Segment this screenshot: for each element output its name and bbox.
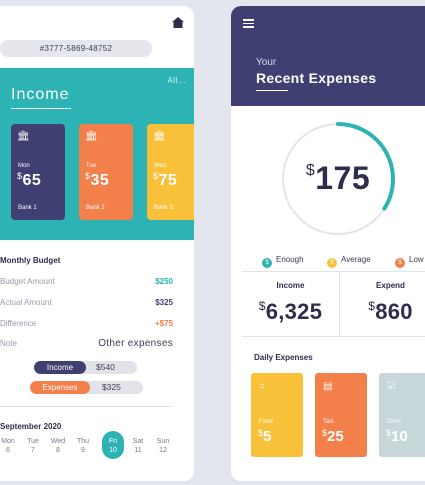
card-day: Wed xyxy=(154,163,167,169)
tag-label: Expenses xyxy=(30,381,90,394)
daily-amount: $5 xyxy=(258,428,272,445)
income-card-wed[interactable]: 🏛 Wed $75 Bank 3 xyxy=(147,124,194,220)
legend-enough: $ Enough xyxy=(262,255,304,268)
calendar-day[interactable]: Sun 12 xyxy=(156,438,170,454)
calendar-day[interactable]: Thu 9 xyxy=(76,438,90,454)
total-expense: $175 xyxy=(305,160,371,196)
tag-value: $540 xyxy=(96,362,115,372)
calendar-day[interactable]: Sat 11 xyxy=(132,438,144,454)
budget-title: Monthly Budget xyxy=(0,256,61,265)
difference-label: Difference xyxy=(0,319,37,328)
stat-value: $860 xyxy=(368,299,413,324)
income-stat: Income $6,325 xyxy=(242,271,340,337)
ring-progress-arc xyxy=(281,122,395,236)
actual-row: Actual Amount $325 xyxy=(0,298,173,310)
income-card-mon[interactable]: 🏛 Mon $65 Bank 1 xyxy=(11,124,65,220)
expenses-tag[interactable]: Expenses $325 xyxy=(30,381,143,394)
daily-card-taxi[interactable]: ▤ Taxi $25 xyxy=(315,373,367,457)
daily-amount: $25 xyxy=(322,428,344,445)
calendar-day[interactable]: Tue 7 xyxy=(27,438,39,454)
expenses-header: Your Recent Expenses xyxy=(231,6,425,106)
bank-icon: 🏛 xyxy=(17,131,30,142)
actual-label: Actual Amount xyxy=(0,298,52,307)
actual-value: $325 xyxy=(155,298,173,307)
divider xyxy=(0,406,172,407)
income-screen: #3777-5869-48752 Income All... 🏛 Mon $65… xyxy=(0,6,194,481)
dollar-icon: $ xyxy=(395,258,405,268)
card-bank: Bank 1 xyxy=(18,205,37,211)
daily-amount: $10 xyxy=(386,428,408,445)
difference-value: +$75 xyxy=(154,319,173,328)
daily-card-drink[interactable]: ☑ Drink $10 xyxy=(379,373,425,457)
card-bank: Bank 3 xyxy=(154,205,173,211)
home-icon[interactable] xyxy=(172,17,184,28)
calendar-day-selected[interactable]: Fri 10 xyxy=(102,431,124,459)
budget-value: $250 xyxy=(155,277,173,286)
income-title: Income xyxy=(11,86,70,103)
card-amount: $75 xyxy=(153,171,178,189)
card-amount: $35 xyxy=(85,171,110,189)
title-underline xyxy=(11,108,71,109)
daily-label: Food xyxy=(259,419,273,425)
stat-value: $6,325 xyxy=(258,299,323,324)
all-link[interactable]: All... xyxy=(167,76,186,85)
dollar-icon: $ xyxy=(262,258,272,268)
legend-average: $ Average xyxy=(327,255,371,268)
note-label: Note xyxy=(0,339,17,348)
daily-card-food[interactable]: ○ Food $5 xyxy=(251,373,303,457)
difference-row: Difference +$75 xyxy=(0,319,173,331)
daily-label: Drink xyxy=(387,419,402,425)
card-bank: Bank 2 xyxy=(86,205,105,211)
income-tag[interactable]: Income $540 xyxy=(34,361,137,374)
daily-label: Taxi xyxy=(323,419,334,425)
cup-icon: ☑ xyxy=(387,381,396,392)
budget-row: Budget Amount $250 xyxy=(0,277,173,289)
card-day: Mon xyxy=(18,163,30,169)
menu-icon[interactable] xyxy=(243,19,254,30)
budget-label: Budget Amount xyxy=(0,277,55,286)
calendar-month: September 2020 xyxy=(0,422,62,431)
stat-label: Expend xyxy=(376,281,405,290)
bowl-icon: ○ xyxy=(259,381,266,392)
header-subtitle: Your xyxy=(256,57,277,68)
header-title: Recent Expenses xyxy=(256,70,377,86)
card-amount: $65 xyxy=(17,171,42,189)
legend-low: $ Low xyxy=(395,255,424,268)
note-value: Other expenses xyxy=(98,338,173,349)
title-underline xyxy=(256,90,288,91)
calendar-day[interactable]: Wed 8 xyxy=(50,438,66,454)
daily-title: Daily Expenses xyxy=(254,353,313,362)
income-panel: Income All... 🏛 Mon $65 Bank 1 🏛 Tue $35… xyxy=(0,68,194,240)
calendar-day[interactable]: Mon 6 xyxy=(1,438,15,454)
bank-icon: 🏛 xyxy=(153,131,166,142)
stat-label: Income xyxy=(276,281,305,290)
card-day: Tue xyxy=(86,163,97,169)
expenses-screen: Your Recent Expenses $175 $ Enough $ Avera… xyxy=(231,6,425,481)
expend-stat: Expend $860 xyxy=(340,271,425,337)
expense-ring xyxy=(281,122,395,236)
income-card-tue[interactable]: 🏛 Tue $35 Bank 2 xyxy=(79,124,133,220)
tag-label: Income xyxy=(34,361,86,374)
bank-icon: 🏛 xyxy=(85,131,98,142)
account-number: #3777-5869-48752 xyxy=(0,40,152,57)
note-row: Note Other expenses xyxy=(0,338,173,351)
taxi-icon: ▤ xyxy=(323,381,333,392)
dollar-icon: $ xyxy=(327,258,337,268)
tag-value: $325 xyxy=(102,382,121,392)
